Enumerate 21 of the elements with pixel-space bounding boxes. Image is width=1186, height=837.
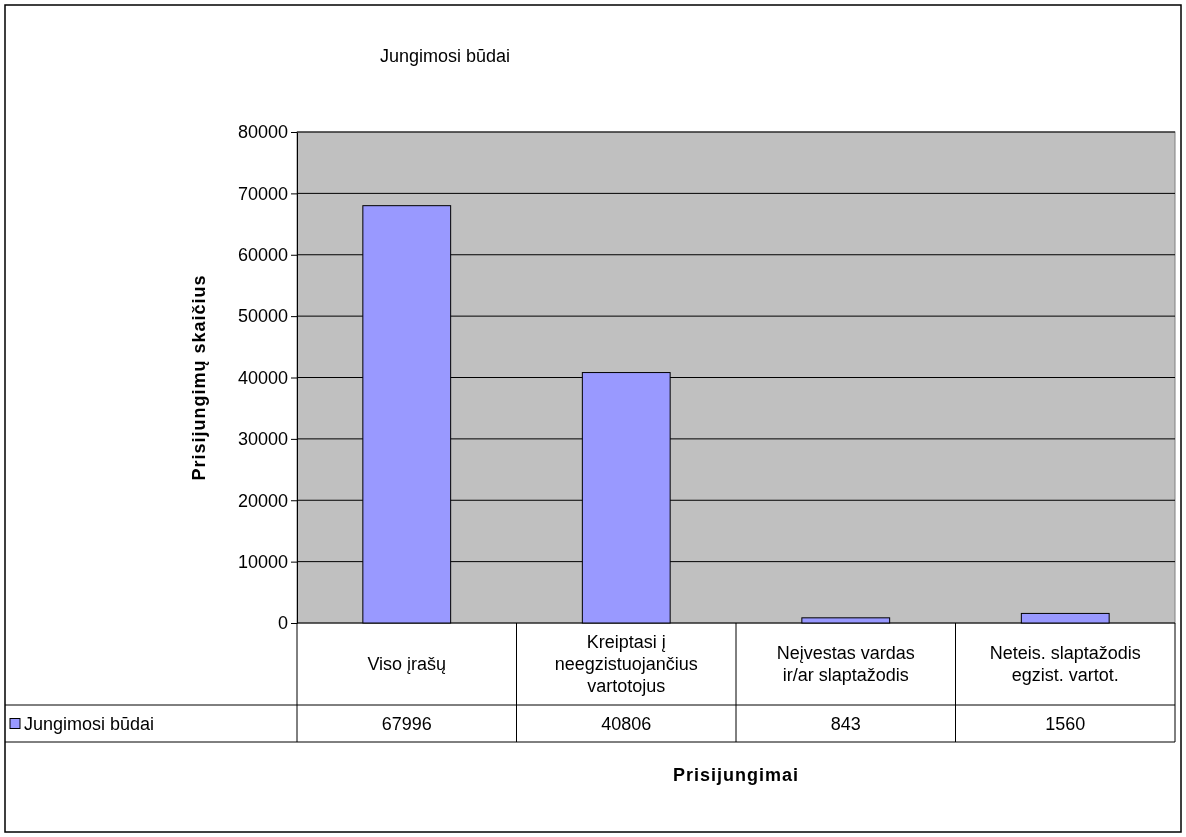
x-tick-label: Viso įrašų	[367, 654, 447, 674]
y-tick-label: 0	[277, 613, 288, 634]
data-label: 1560	[1045, 713, 1086, 734]
x-tick-label: Neteis. slaptažodis egzist. vartot.	[989, 643, 1141, 685]
y-tick-label: 40000	[237, 367, 288, 388]
legend-label: Jungimosi būdai	[24, 713, 155, 734]
x-axis-title: Prisijungimai	[672, 765, 800, 785]
y-tick-label: 50000	[237, 306, 288, 327]
chart-title: Jungimosi būdai	[379, 46, 511, 66]
y-axis-title: Prisijungimų skaičius	[189, 274, 209, 481]
y-tick-label: 60000	[237, 245, 288, 266]
y-tick-label: 70000	[237, 183, 288, 204]
y-tick-label: 10000	[237, 551, 288, 572]
x-tick-label: Neįvestas vardas ir/ar slaptažodis	[776, 643, 915, 685]
data-label: 67996	[381, 713, 432, 734]
data-label: 40806	[601, 713, 652, 734]
y-tick-label: 80000	[237, 122, 288, 143]
x-tick-label: Kreiptasi į neegzistuojančius vartotojus	[554, 632, 698, 696]
data-label: 843	[830, 713, 861, 734]
y-tick-label: 20000	[237, 490, 288, 511]
y-tick-label: 30000	[237, 429, 288, 450]
